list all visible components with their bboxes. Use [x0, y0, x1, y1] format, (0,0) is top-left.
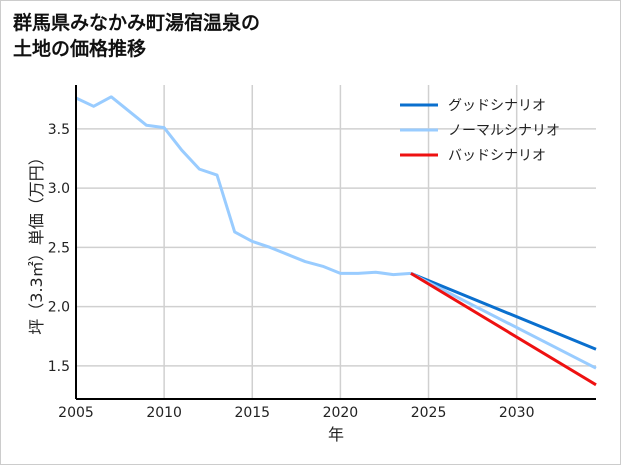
- chart-title-line2: 土地の価格推移: [13, 38, 147, 60]
- chart-title-line1: 群馬県みなかみ町湯宿温泉の: [13, 12, 261, 34]
- x-tick-label: 2025: [411, 405, 447, 421]
- x-tick-label: 2010: [146, 405, 182, 421]
- y-tick-label: 2.5: [48, 240, 70, 256]
- series-line-3: [75, 95, 412, 277]
- x-tick-label: 2005: [58, 405, 94, 421]
- x-tick-label: 2015: [234, 405, 270, 421]
- y-tick-label: 2.0: [48, 300, 70, 316]
- y-axis-label: 坪（3.3㎡）単価（万円）: [27, 149, 46, 334]
- legend-label: グッドシナリオ: [448, 98, 546, 114]
- x-tick-label: 2030: [499, 405, 535, 421]
- series-line-0: [410, 272, 597, 351]
- series-line-1: [410, 272, 597, 370]
- y-tick-label: 1.5: [48, 359, 70, 375]
- legend-label: バッドシナリオ: [448, 148, 546, 164]
- legend-label: ノーマルシナリオ: [448, 123, 560, 139]
- y-tick-label: 3.5: [48, 122, 70, 138]
- chart-title: 群馬県みなかみ町湯宿温泉の 土地の価格推移: [13, 10, 260, 62]
- x-tick-label: 2020: [323, 405, 359, 421]
- y-tick-label: 3.0: [48, 181, 70, 197]
- x-axis-label: 年: [328, 425, 344, 444]
- series-line-2: [410, 272, 597, 387]
